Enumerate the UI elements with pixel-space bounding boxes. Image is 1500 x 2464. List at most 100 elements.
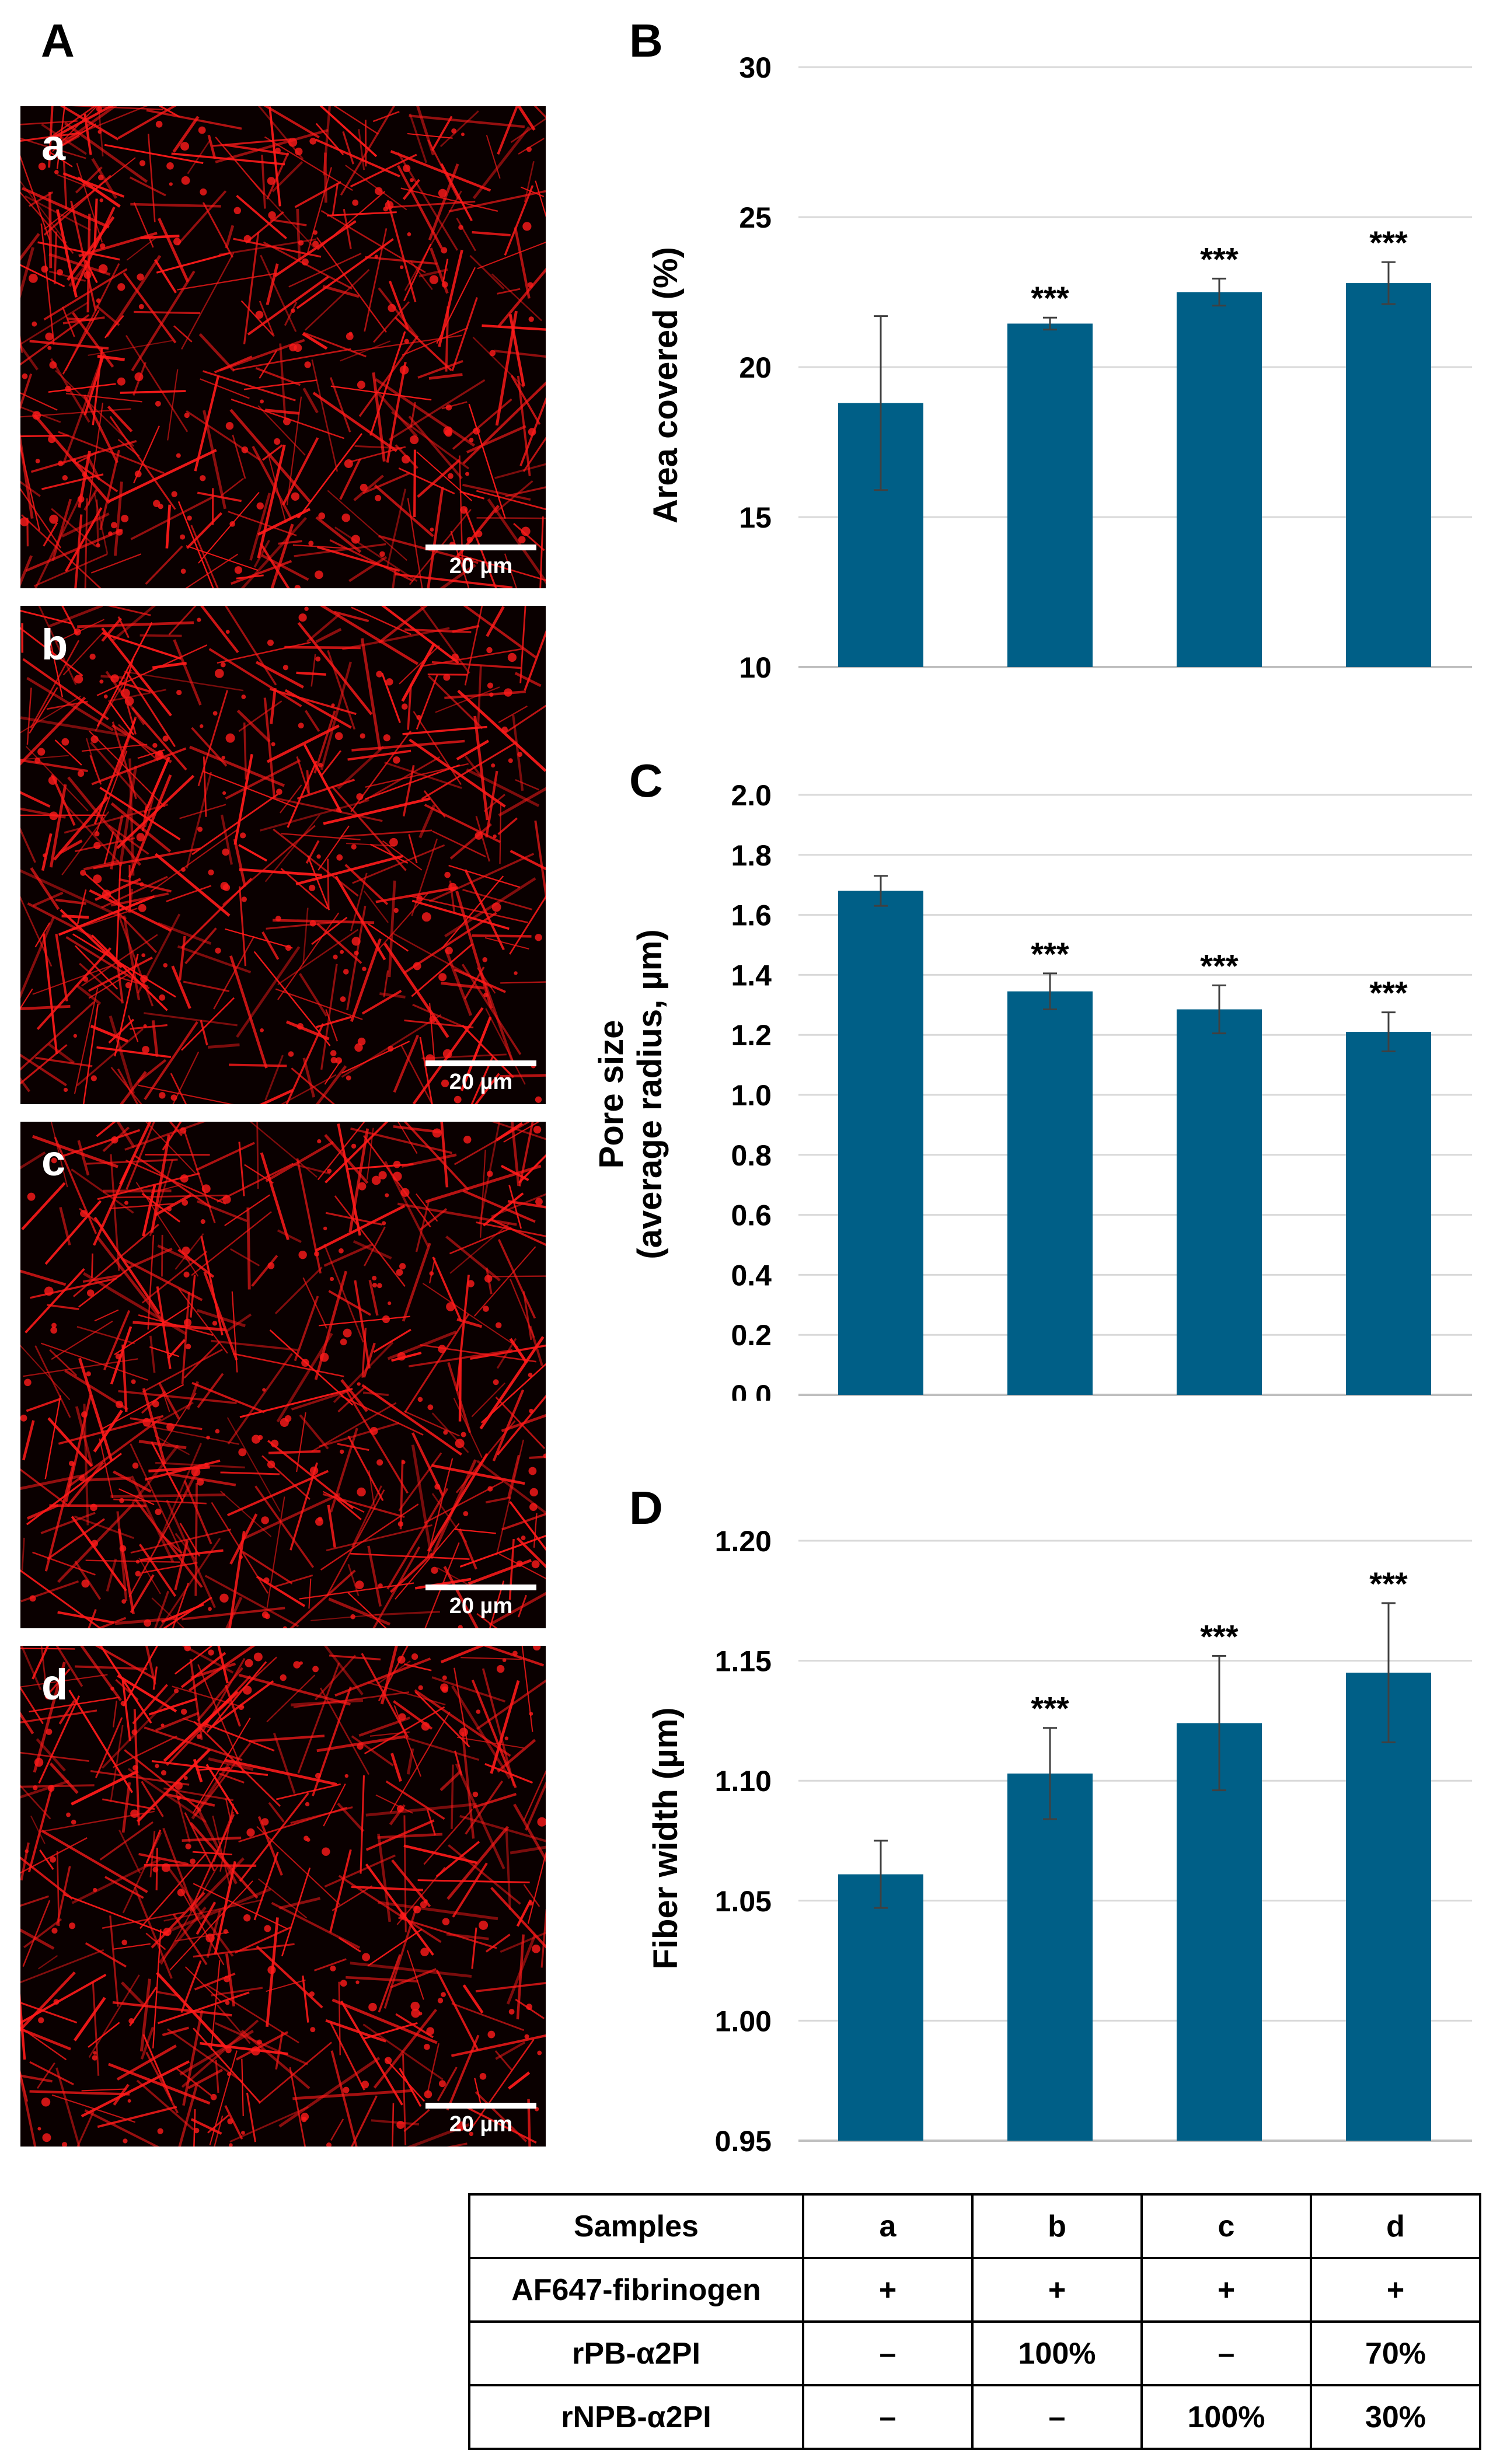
y-axis-label: Fiber width (µm) — [647, 1707, 685, 1969]
y-tick-label: 0.6 — [731, 1199, 772, 1232]
table-cell: 100% — [1140, 2384, 1312, 2450]
chart-pore-size: 0.0 0.2 0.4 0.6 0.8 1.0 1.2 1.4 1.6 1.8 2.0 *** *** *… — [592, 779, 1472, 1401]
bar — [1346, 1032, 1431, 1395]
scale-bar-line — [425, 2103, 536, 2109]
table-cell: Samples — [468, 2193, 804, 2259]
bar — [1346, 283, 1431, 668]
y-tick-label: 0.4 — [731, 1259, 772, 1292]
y-tick-label: 0.95 — [715, 2125, 772, 2158]
fibrin-network-image — [20, 606, 546, 1104]
table-cell: + — [1140, 2257, 1312, 2323]
scale-bar: 20 µm — [425, 1585, 536, 1619]
error-bar — [1382, 1011, 1396, 1052]
scale-bar: 20 µm — [425, 1060, 536, 1095]
error-bar — [1212, 1655, 1226, 1792]
table-cell: 70% — [1310, 2320, 1481, 2386]
significance-label: *** — [1031, 936, 1069, 972]
table-cell: + — [1310, 2257, 1481, 2323]
bar — [1177, 1723, 1262, 2141]
panel-letter-b: B — [629, 15, 663, 67]
table-cell: rPB-α2PI — [468, 2320, 804, 2386]
table-cell: – — [802, 2320, 974, 2386]
significance-label: *** — [1369, 1565, 1408, 1602]
table-cell: d — [1310, 2193, 1481, 2259]
table-cell: c — [1140, 2193, 1312, 2259]
error-bar — [874, 875, 888, 907]
error-bar — [1043, 1727, 1057, 1820]
y-tick-label: 25 — [739, 201, 772, 234]
scale-bar-line — [425, 1585, 536, 1590]
y-tick-label: 1.6 — [731, 899, 772, 932]
y-tick-label: 15 — [739, 501, 772, 534]
scale-bar-line — [425, 1060, 536, 1066]
table-cell: – — [971, 2384, 1143, 2450]
micrograph-c: c 20 µm — [20, 1122, 546, 1628]
scale-bar: 20 µm — [425, 2103, 536, 2137]
micrograph-d: d 20 µm — [20, 1646, 546, 2147]
y-tick-label: 1.0 — [731, 1079, 772, 1112]
table-header-row: Samples a b c d — [468, 2193, 1481, 2259]
error-bar — [1043, 972, 1057, 1011]
micrograph-label: b — [41, 620, 68, 669]
y-tick-label: 0.0 — [731, 1379, 772, 1401]
error-bar — [1043, 316, 1057, 331]
table-cell: + — [802, 2257, 974, 2323]
y-tick-label: 1.4 — [731, 959, 772, 992]
chart-fiber-width: 0.95 1.00 1.05 1.10 1.15 1.20 *** *** *** Fiber w… — [647, 1525, 1472, 2158]
table-cell: rNPB-α2PI — [468, 2384, 804, 2450]
y-tick-label: 1.00 — [715, 2005, 772, 2037]
micrograph-a: a 20 µm — [20, 106, 546, 588]
y-tick-label: 20 — [739, 351, 772, 384]
error-bar — [874, 315, 888, 491]
table-row: AF647-fibrinogen + + + + — [468, 2257, 1481, 2323]
micrograph-label: d — [41, 1660, 68, 1709]
y-axis-label: (average radius, µm) — [631, 929, 669, 1259]
bar — [1177, 292, 1262, 667]
y-tick-label: 1.8 — [731, 839, 772, 872]
table-cell: 30% — [1310, 2384, 1481, 2450]
scale-bar-label: 20 µm — [449, 1594, 513, 1618]
panel-letter-a: A — [41, 15, 75, 67]
table-cell: b — [971, 2193, 1143, 2259]
error-bar — [1212, 277, 1226, 307]
table-cell: AF647-fibrinogen — [468, 2257, 804, 2323]
y-tick-label: 1.15 — [715, 1645, 772, 1678]
y-tick-label: 0.2 — [731, 1319, 772, 1352]
y-tick-label: 1.10 — [715, 1765, 772, 1798]
micrograph-label: c — [41, 1136, 66, 1185]
significance-label: *** — [1369, 224, 1408, 261]
significance-label: *** — [1031, 280, 1069, 316]
y-axis-label: Area covered (%) — [647, 247, 685, 523]
scale-bar: 20 µm — [425, 545, 536, 579]
error-bar — [1382, 261, 1396, 305]
table-row: rNPB-α2PI – – 100% 30% — [468, 2384, 1481, 2450]
y-tick-label: 1.2 — [731, 1019, 772, 1052]
error-bar — [1212, 984, 1226, 1035]
micrograph-b: b 20 µm — [20, 606, 546, 1104]
scale-bar-line — [425, 545, 536, 550]
y-tick-label: 10 — [739, 651, 772, 684]
y-tick-label: 1.05 — [715, 1885, 772, 1918]
y-tick-label: 1.20 — [715, 1525, 772, 1558]
fibrin-network-image — [20, 1646, 546, 2147]
bar — [838, 1874, 923, 2141]
scale-bar-label: 20 µm — [449, 1070, 513, 1094]
error-bar — [1382, 1602, 1396, 1743]
table-cell: a — [802, 2193, 974, 2259]
significance-label: *** — [1369, 975, 1408, 1011]
panel-letter-d: D — [629, 1482, 663, 1534]
significance-label: *** — [1031, 1690, 1069, 1727]
table-cell: + — [971, 2257, 1143, 2323]
y-axis-label: Pore size — [592, 1020, 630, 1169]
micrograph-label: a — [41, 121, 66, 169]
panel-letter-c: C — [629, 755, 663, 807]
bar — [1177, 1009, 1262, 1395]
y-tick-label: 0.8 — [731, 1139, 772, 1172]
table-cell: – — [802, 2384, 974, 2450]
table-row: rPB-α2PI – 100% – 70% — [468, 2320, 1481, 2386]
error-bar — [874, 1840, 888, 1909]
fibrin-network-image — [20, 106, 546, 588]
scale-bar-label: 20 µm — [449, 2112, 513, 2137]
bar — [1007, 991, 1093, 1395]
samples-table: Samples a b c d AF647-fibrinogen + + + +… — [468, 2193, 1481, 2450]
